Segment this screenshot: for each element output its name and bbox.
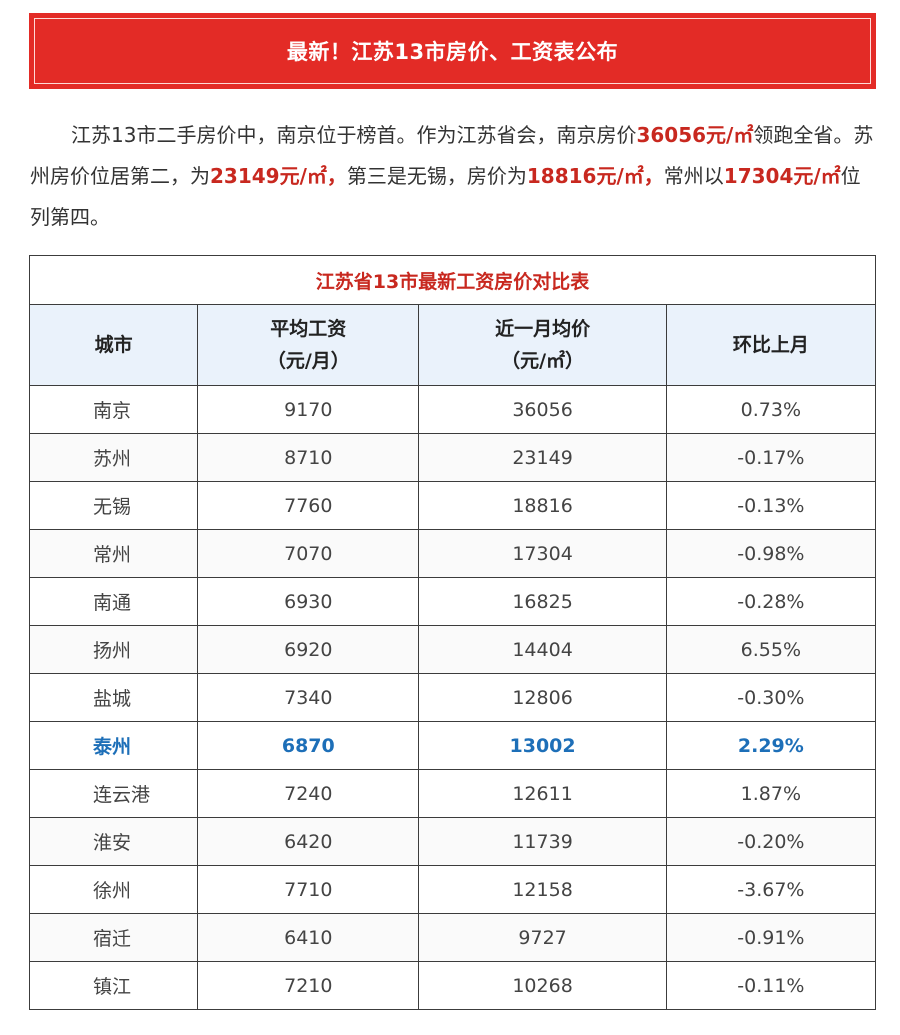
cell-change: -0.28% [665,577,877,626]
cell-price: 12158 [418,865,667,914]
cell-price: 12806 [418,673,667,722]
table-row: 南京 9170 36056 0.73% [28,385,877,434]
cell-wage: 7070 [197,529,420,578]
cell-change: 1.87% [665,769,877,818]
cell-wage: 7710 [197,865,420,914]
cell-change: 6.55% [665,625,877,674]
cell-price: 14404 [418,625,667,674]
cell-city: 淮安 [28,817,199,866]
article-price-nanjing: 36056元/㎡ [636,123,754,147]
cell-price: 36056 [418,385,667,434]
cell-city: 徐州 [28,865,199,914]
page-title: 最新！江苏13市房价、工资表公布 [286,40,619,64]
cell-change: -0.91% [665,913,877,962]
cell-change: -3.67% [665,865,877,914]
cell-price: 13002 [418,721,667,770]
table-row: 盐城 7340 12806 -0.30% [28,673,877,722]
cell-wage: 6870 [197,721,420,770]
cell-price: 23149 [418,433,667,482]
cell-wage: 7760 [197,481,420,530]
cell-price: 10268 [418,961,667,1010]
article-text-4: 第三是无锡，房价为 [346,164,527,188]
cell-city: 南通 [28,577,199,626]
header-wage-line2: （元/月） [266,350,350,372]
article-text-2: 领跑全省。苏州房价位居第二，为 [30,123,874,188]
cell-price: 17304 [418,529,667,578]
cell-city: 盐城 [28,673,199,722]
table-caption-row: 江苏省13市最新工资房价对比表 [29,255,876,305]
title-banner-frame: 最新！江苏13市房价、工资表公布 [34,18,871,84]
cell-wage: 7240 [197,769,420,818]
cell-change: -0.13% [665,481,877,530]
cell-change: -0.30% [665,673,877,722]
cell-city: 无锡 [28,481,199,530]
table-row: 镇江 7210 10268 -0.11% [28,961,877,1010]
article-text-0: 江苏13市二手房价中，南京位于榜首。作为江苏省会，南京房价 [71,123,637,147]
header-wage-line1: 平均工资 [270,318,347,340]
table-row: 无锡 7760 18816 -0.13% [28,481,877,530]
title-banner: 最新！江苏13市房价、工资表公布 [29,13,876,89]
table-row: 宿迁 6410 9727 -0.91% [28,913,877,962]
table-row: 常州 7070 17304 -0.98% [28,529,877,578]
table-row: 泰州 6870 13002 2.29% [28,721,877,770]
table-row: 苏州 8710 23149 -0.17% [28,433,877,482]
cell-change: -0.17% [665,433,877,482]
header-city: 城市 [28,304,199,386]
article-price-wuxi: 18816元/㎡， [526,164,664,188]
header-wage: 平均工资 （元/月） [197,304,420,386]
header-price-line1: 近一月均价 [495,318,591,340]
cell-wage: 6420 [197,817,420,866]
cell-change: 2.29% [665,721,877,770]
cell-wage: 6410 [197,913,420,962]
table-body: 南京 9170 36056 0.73% 苏州 8710 23149 -0.17% 无锡 7760 1… [28,385,877,1010]
cell-wage: 6930 [197,577,420,626]
cell-price: 9727 [418,913,667,962]
cell-wage: 7210 [197,961,420,1010]
cell-city: 常州 [28,529,199,578]
header-price: 近一月均价 （元/㎡） [418,304,667,386]
article-paragraph: 江苏13市二手房价中，南京位于榜首。作为江苏省会，南京房价36056元/㎡领跑全… [30,115,876,238]
cell-city: 连云港 [28,769,199,818]
cell-price: 18816 [418,481,667,530]
cell-wage: 9170 [197,385,420,434]
cell-change: -0.98% [665,529,877,578]
cell-city: 镇江 [28,961,199,1010]
table-row: 淮安 6420 11739 -0.20% [28,817,877,866]
article-text-8: 位列第四。 [30,164,861,229]
table-caption: 江苏省13市最新工资房价对比表 [29,255,876,305]
table-row: 徐州 7710 12158 -3.67% [28,865,877,914]
cell-wage: 6920 [197,625,420,674]
article-price-changzhou: 17304元/㎡ [723,164,841,188]
header-price-line2: （元/㎡） [501,350,585,372]
comparison-table-container: 江苏省13市最新工资房价对比表 城市 平均工资 （元/月） 近一月均价 （元/㎡… [28,255,877,1010]
header-change: 环比上月 [665,304,877,386]
cell-change: -0.20% [665,817,877,866]
cell-change: -0.11% [665,961,877,1010]
cell-city: 苏州 [28,433,199,482]
cell-change: 0.73% [665,385,877,434]
table-row: 扬州 6920 14404 6.55% [28,625,877,674]
cell-city: 南京 [28,385,199,434]
wage-price-table: 江苏省13市最新工资房价对比表 城市 平均工资 （元/月） 近一月均价 （元/㎡… [28,255,877,1010]
cell-city: 宿迁 [28,913,199,962]
cell-price: 12611 [418,769,667,818]
cell-wage: 7340 [197,673,420,722]
table-row: 南通 6930 16825 -0.28% [28,577,877,626]
table-row: 连云港 7240 12611 1.87% [28,769,877,818]
cell-price: 11739 [418,817,667,866]
cell-city: 扬州 [28,625,199,674]
table-header-row: 城市 平均工资 （元/月） 近一月均价 （元/㎡） 环比上月 [28,304,877,386]
article-text-6: 常州以 [663,164,724,188]
cell-price: 16825 [418,577,667,626]
article-price-suzhou: 23149元/㎡， [210,164,347,188]
cell-wage: 8710 [197,433,420,482]
cell-city: 泰州 [28,721,199,770]
